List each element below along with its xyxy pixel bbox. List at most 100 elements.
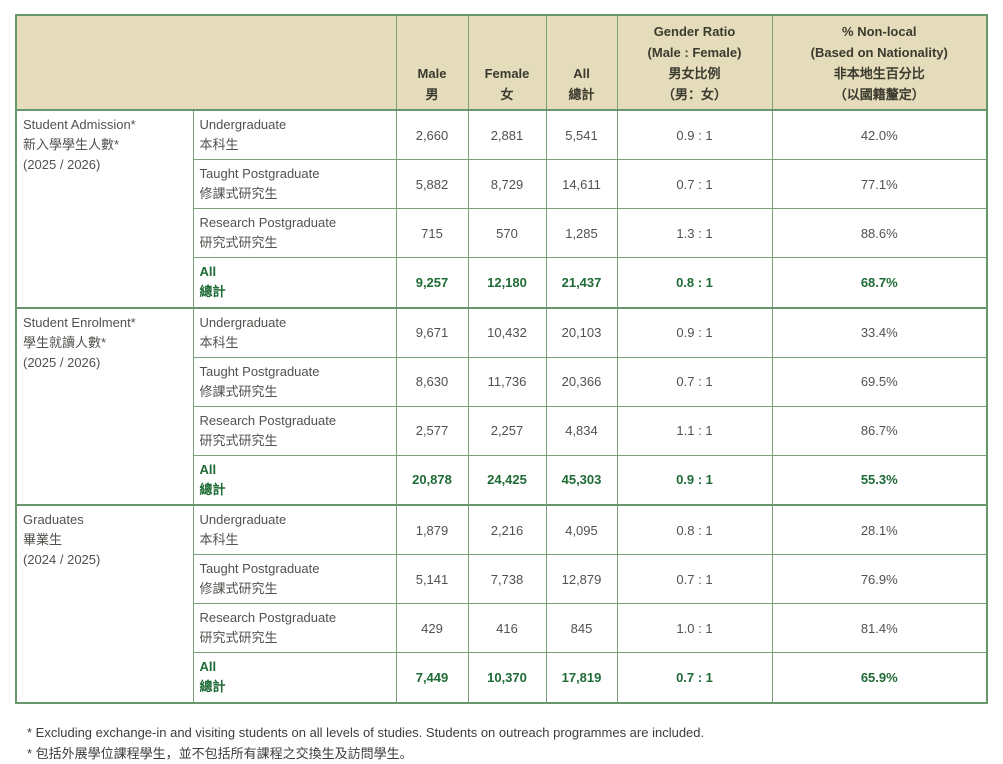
section-label: Graduates 畢業生 (2024 / 2025) (15, 504, 194, 703)
table-body: Student Admission* 新入學學生人數* (2025 / 2026) U… (15, 109, 988, 703)
non-local-value: 28.1% (771, 504, 988, 555)
table-row: Taught Postgraduate 修課式研究生 5,141 7,738 12,87… (16, 554, 988, 604)
non-local-value: 77.1% (771, 159, 988, 209)
column-header-non-local-en2: (Based on Nationality) (810, 45, 948, 60)
all-value: 12,879 (545, 554, 618, 604)
male-value: 7,449 (395, 652, 469, 703)
footnote-english: * Excluding exchange-in and visiting stu… (27, 724, 705, 740)
non-local-value: 33.4% (771, 306, 988, 358)
non-local-value: 65.9% (771, 652, 988, 703)
non-local-value: 76.9% (771, 554, 988, 604)
all-value: 20,366 (545, 356, 618, 407)
row-label-zh: 研究式研究生 (199, 630, 278, 645)
column-header-all: All 總計 (545, 14, 618, 111)
table-row: Student Admission* 新入學學生人數* (2025 / 2026) U… (15, 109, 988, 308)
row-label-en: Taught Postgraduate (199, 363, 320, 379)
table-row: Taught Postgraduate 修課式研究生 5,882 8,729 14,61… (16, 159, 988, 209)
section-label: Student Admission* 新入學學生人數* (2025 / 2026) (15, 109, 194, 308)
column-header-gender-ratio: Gender Ratio (Male : Female) 男女比例 （男：女） (616, 14, 773, 111)
male-value: 5,141 (395, 554, 469, 604)
row-label: Research Postgraduate 研究式研究生 (192, 208, 397, 258)
column-header-male: Male 男 (395, 14, 469, 111)
column-header-female: Female 女 (467, 14, 547, 111)
non-local-value: 81.4% (771, 603, 988, 653)
row-label: Undergraduate 本科生 (192, 109, 397, 160)
female-value: 10,370 (467, 652, 547, 703)
all-value: 17,819 (545, 652, 618, 703)
female-value: 12,180 (467, 257, 547, 308)
column-header-all-en: All (573, 66, 590, 81)
row-label-en: Undergraduate (199, 512, 287, 527)
row-label-zh: 總計 (199, 679, 226, 695)
row-label-en: Research Postgraduate (199, 412, 337, 428)
row-label-en: Taught Postgraduate (199, 166, 320, 181)
gender-ratio-value: 0.8 : 1 (616, 504, 773, 555)
row-label-zh: 本科生 (199, 137, 239, 152)
row-label-en: All (199, 264, 217, 280)
student-statistics-table: Male 男 Female 女 All 總計 Gender Ratio (Mal… (15, 14, 988, 704)
section-label-en: Student Enrolment* (23, 314, 136, 330)
row-label-zh: 修課式研究生 (199, 186, 278, 201)
gender-ratio-value: 0.9 : 1 (616, 454, 773, 506)
non-local-value: 55.3% (771, 454, 988, 506)
non-local-value: 88.6% (771, 208, 988, 258)
male-value: 429 (395, 603, 469, 653)
table-total-row: All 總計 20,878 24,425 45,303 0.9 : 1 55.3% (16, 454, 988, 506)
gender-ratio-value: 1.0 : 1 (616, 603, 773, 653)
section-label-year: (2025 / 2026) (23, 354, 101, 370)
column-header-all-zh: 總計 (568, 87, 595, 102)
table-total-row: All 總計 9,257 12,180 21,437 0.8 : 1 68.7% (16, 257, 988, 308)
table-row: Taught Postgraduate 修課式研究生 8,630 11,736 20,3… (16, 356, 988, 407)
row-label: Taught Postgraduate 修課式研究生 (192, 356, 397, 407)
footnote-chinese: * 包括外展學位課程學生，並不包括所有課程之交換生及訪問學生。 (27, 745, 413, 761)
row-label: Research Postgraduate 研究式研究生 (192, 603, 397, 653)
all-value: 1,285 (545, 208, 618, 258)
male-value: 1,879 (395, 504, 469, 555)
column-header-male-en: Male (417, 66, 447, 81)
all-value: 21,437 (545, 257, 618, 308)
page: Male 男 Female 女 All 總計 Gender Ratio (Mal… (15, 14, 988, 761)
section-label-year: (2025 / 2026) (23, 157, 101, 172)
male-value: 8,630 (395, 356, 469, 407)
male-value: 2,660 (395, 109, 469, 160)
row-label-zh: 本科生 (199, 532, 239, 547)
row-label: Taught Postgraduate 修課式研究生 (192, 554, 397, 604)
section-label-zh: 畢業生 (23, 532, 63, 547)
gender-ratio-value: 0.8 : 1 (616, 257, 773, 308)
non-local-value: 42.0% (771, 109, 988, 160)
column-header-non-local-zh2: （以國籍釐定） (833, 87, 925, 102)
male-value: 9,671 (395, 306, 469, 358)
male-value: 715 (395, 208, 469, 258)
row-label: Taught Postgraduate 修課式研究生 (192, 159, 397, 209)
row-label: Undergraduate 本科生 (192, 504, 397, 555)
row-label-zh: 修課式研究生 (199, 383, 278, 399)
column-header-non-local-en: % Non-local (842, 24, 917, 39)
gender-ratio-value: 0.9 : 1 (616, 306, 773, 358)
column-header-gender-ratio-en: Gender Ratio (653, 24, 736, 39)
row-label-zh: 研究式研究生 (199, 235, 278, 250)
all-value: 845 (545, 603, 618, 653)
gender-ratio-value: 1.1 : 1 (616, 405, 773, 456)
row-label: Research Postgraduate 研究式研究生 (192, 405, 397, 456)
row-label-en: Taught Postgraduate (199, 561, 320, 576)
all-value: 20,103 (545, 306, 618, 358)
row-label-en: Research Postgraduate (199, 215, 337, 230)
row-label: All 總計 (192, 454, 397, 506)
female-value: 8,729 (467, 159, 547, 209)
section-label-zh: 學生就讀人數* (23, 334, 107, 350)
male-value: 2,577 (395, 405, 469, 456)
gender-ratio-value: 0.7 : 1 (616, 356, 773, 407)
row-label: All 總計 (192, 257, 397, 308)
column-header-female-zh: 女 (500, 87, 514, 102)
male-value: 20,878 (395, 454, 469, 506)
row-label-en: Research Postgraduate (199, 610, 337, 625)
all-value: 14,611 (545, 159, 618, 209)
male-value: 5,882 (395, 159, 469, 209)
row-label-zh: 修課式研究生 (199, 581, 278, 596)
column-header-non-local: % Non-local (Based on Nationality) 非本地生百… (771, 14, 988, 111)
row-label-en: All (199, 659, 217, 675)
header-corner-cell (15, 14, 397, 111)
female-value: 2,216 (467, 504, 547, 555)
row-label: All 總計 (192, 652, 397, 703)
all-value: 4,095 (545, 504, 618, 555)
